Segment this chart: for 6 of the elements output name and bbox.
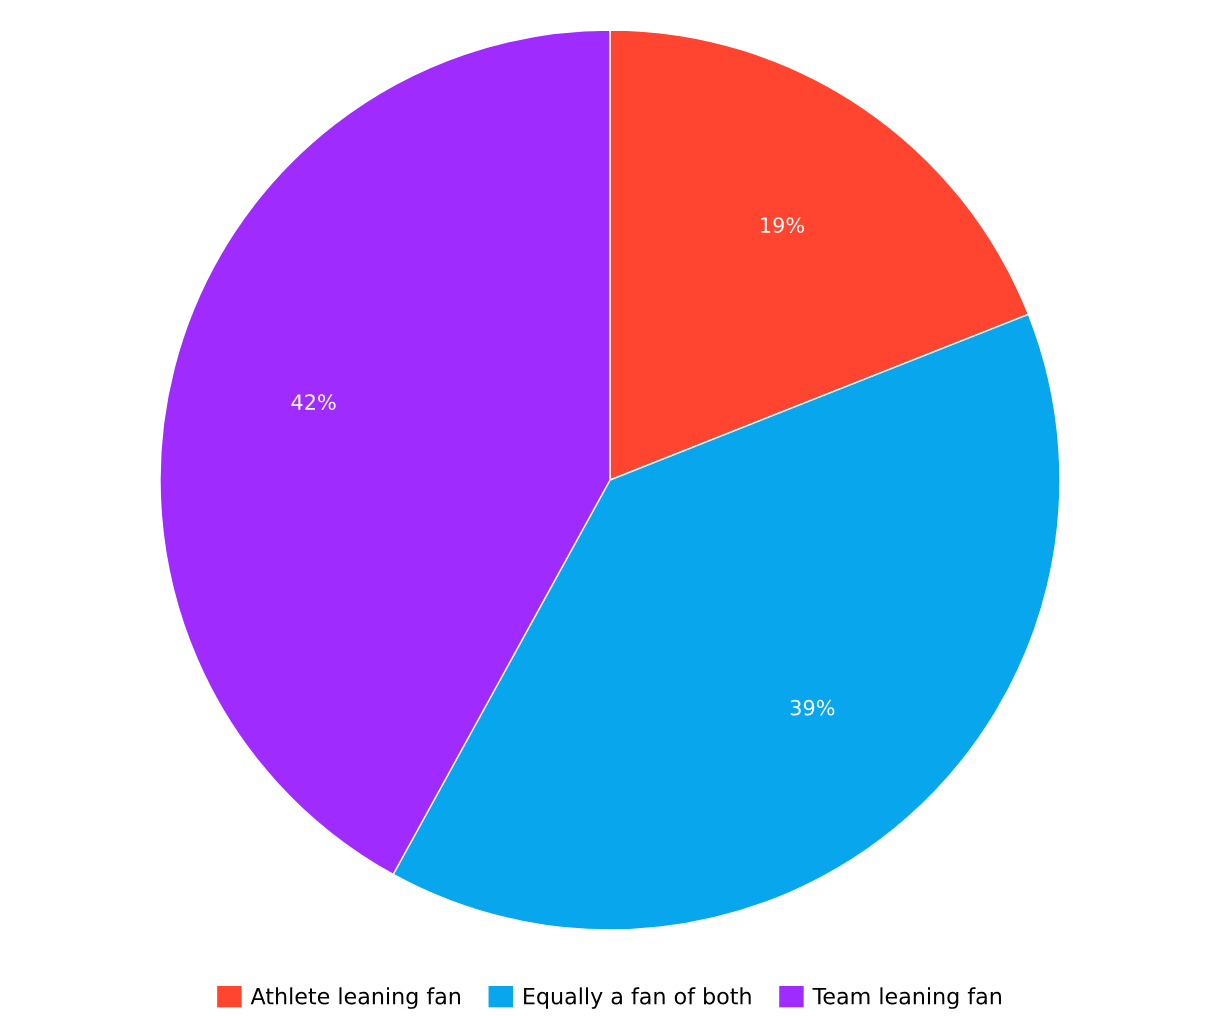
- data-label: 19%: [761, 217, 804, 233]
- data-label: 42%: [291, 394, 336, 410]
- legend-label: Team leaning fan: [812, 987, 1001, 1009]
- legend-label: Equally a fan of both: [524, 987, 751, 1009]
- data-label: 39%: [790, 699, 835, 716]
- legend-label: Athlete leaning fan: [250, 987, 461, 1009]
